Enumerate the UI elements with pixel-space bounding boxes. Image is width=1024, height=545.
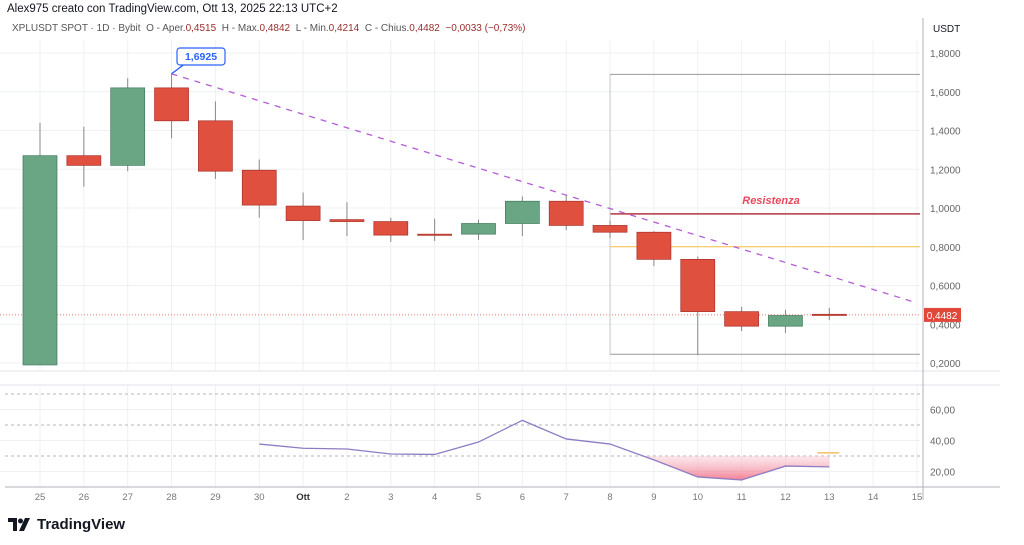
last-price-badge — [924, 307, 961, 322]
candle — [110, 78, 146, 172]
time-axis-tick: 10 — [692, 492, 703, 503]
price-axis-tick: 0,4000 — [930, 320, 961, 331]
rsi-line — [259, 419, 830, 481]
candle — [548, 195, 584, 231]
candle-body — [66, 155, 102, 166]
time-axis-tick: 8 — [607, 492, 612, 503]
symbol-info[interactable]: XPLUSDT SPOT · 1D · Bybit — [12, 23, 141, 34]
time-axis-tick: 14 — [868, 492, 879, 503]
time-axis-tick: 26 — [79, 492, 90, 503]
time-axis-tick: 15 — [912, 492, 923, 503]
time-axis-tick: 28 — [166, 492, 177, 503]
candle-body — [22, 155, 58, 366]
time-axis-tick: 27 — [122, 492, 133, 503]
time-axis-tick: 5 — [476, 492, 481, 503]
candle — [329, 202, 365, 237]
time-axis-tick: 9 — [651, 492, 656, 503]
price-axis-tick: 0,6000 — [930, 282, 961, 293]
candle-body — [285, 205, 321, 221]
candle — [198, 101, 233, 179]
trendline — [171, 73, 918, 304]
price-axis-tick: 0,2000 — [930, 359, 961, 370]
time-axis-tick: 7 — [564, 492, 569, 503]
price-axis-tick: 1,6000 — [930, 88, 961, 99]
time-axis-tick: 13 — [824, 492, 835, 503]
peak-label-pointer — [171, 64, 184, 75]
candle-body — [329, 219, 365, 222]
time-axis-tick: 30 — [254, 492, 265, 503]
change-value: −0,0033 (−0,73%) — [445, 23, 526, 34]
time-axis-tick: 12 — [780, 492, 791, 503]
close-value: 0,4482 — [409, 23, 440, 34]
candle — [505, 196, 540, 237]
candle — [417, 218, 452, 241]
open-value: 0,4515 — [185, 23, 217, 34]
time-axis-tick: Ott — [296, 492, 311, 503]
chart-header-title: Alex975 creato con TradingView.com, Ott … — [7, 3, 338, 15]
time-axis-tick: 4 — [432, 492, 437, 503]
ohlc-legend: XPLUSDT SPOT · 1D · Bybit O - Aper.0,451… — [12, 23, 525, 34]
tradingview-logo[interactable]: TradingView — [8, 516, 125, 533]
candle-body — [592, 225, 628, 233]
logo-text: TradingView — [37, 516, 126, 533]
candle — [285, 192, 321, 240]
price-axis-currency: USDT — [933, 24, 960, 35]
candle-body — [241, 169, 277, 206]
candle — [461, 219, 496, 240]
time-axis-tick: 25 — [35, 492, 46, 503]
high-label: H - Max. — [221, 23, 260, 34]
candle-body — [417, 233, 452, 236]
time-axis-tick: 6 — [520, 492, 525, 503]
candle-body — [768, 315, 803, 327]
time-axis-tick: 29 — [210, 492, 221, 503]
candle-body — [724, 311, 759, 327]
rsi-axis-tick: 40,00 — [930, 437, 955, 448]
candle — [592, 220, 628, 239]
candle-body — [636, 231, 672, 260]
candle-body — [110, 87, 146, 166]
candle-body — [373, 221, 409, 236]
candle-body — [811, 313, 847, 316]
candle — [636, 231, 672, 267]
candle — [241, 159, 277, 218]
candle-body — [505, 200, 540, 224]
peak-label: 1,6925 — [185, 51, 217, 63]
candle — [66, 126, 102, 187]
price-axis-tick: 0,8000 — [930, 243, 961, 254]
candle-body — [154, 87, 189, 122]
candle-body — [548, 200, 584, 226]
candle — [373, 217, 409, 242]
rsi-axis-tick: 60,00 — [930, 406, 955, 417]
candle — [811, 307, 847, 321]
candle — [724, 306, 759, 332]
rsi-axis-tick: 20,00 — [930, 468, 955, 479]
candle — [768, 309, 803, 333]
resistance-label: Resistenza — [742, 195, 799, 207]
price-axis-tick: 1,8000 — [930, 49, 961, 60]
rsi-oversold-fill — [643, 456, 830, 481]
open-label: O - Aper. — [146, 23, 186, 34]
candle — [154, 73, 189, 139]
time-axis-tick: 11 — [737, 492, 747, 503]
price-axis-tick: 1,0000 — [930, 204, 961, 215]
time-axis-tick: 2 — [344, 492, 349, 503]
low-label: L - Min. — [295, 23, 329, 34]
candle-body — [198, 120, 233, 172]
peak-label-box — [176, 47, 226, 66]
time-axis-tick: 3 — [388, 492, 393, 503]
tradingview-logo-icon — [8, 518, 30, 531]
high-value: 0,4842 — [259, 23, 291, 34]
candle — [22, 122, 58, 366]
low-value: 0,4214 — [328, 23, 360, 34]
candle — [680, 256, 716, 356]
candle-body — [461, 223, 496, 235]
price-axis-tick: 1,2000 — [930, 165, 961, 176]
candle-body — [680, 258, 716, 313]
last-price-badge-text: 0,4482 — [927, 311, 958, 322]
close-label: C - Chius. — [364, 23, 410, 34]
price-axis-tick: 1,4000 — [930, 127, 961, 138]
